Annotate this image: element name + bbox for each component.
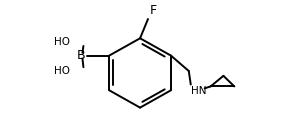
Text: HN: HN (191, 86, 206, 96)
Text: F: F (150, 4, 157, 17)
Text: B: B (77, 49, 86, 62)
Text: HO: HO (54, 66, 70, 76)
Text: HO: HO (54, 37, 70, 47)
